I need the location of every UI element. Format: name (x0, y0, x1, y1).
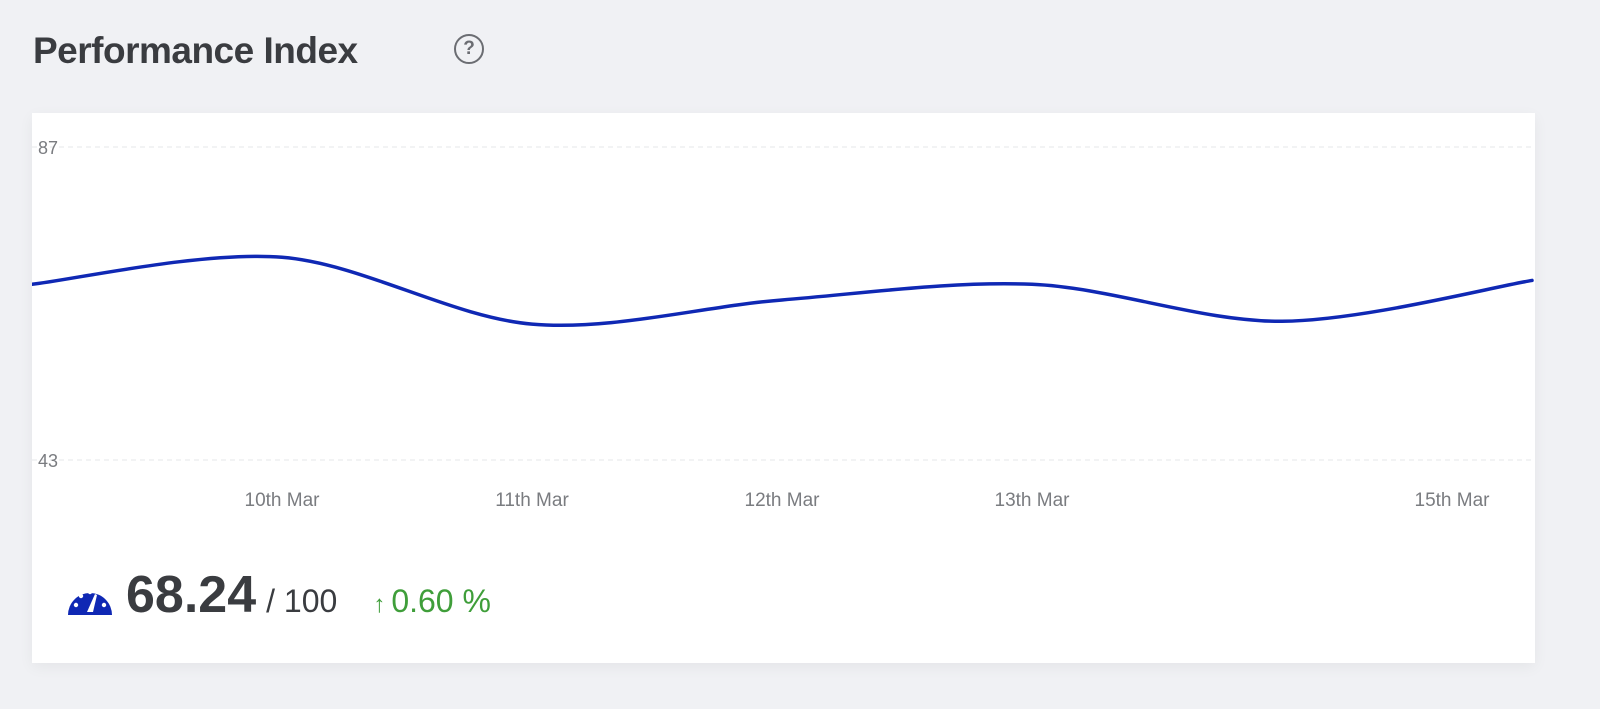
index-value: 68.24 (126, 566, 257, 624)
change-value: 0.60 % (391, 583, 491, 619)
x-tick-label: 10th Mar (245, 490, 321, 511)
x-tick-label: 12th Mar (745, 490, 821, 511)
x-tick-label: 11th Mar (495, 490, 569, 511)
question-circle-icon[interactable]: ? (454, 34, 484, 64)
index-change: ↑ 0.60 % (373, 583, 491, 620)
page-title: Performance Index (33, 30, 358, 71)
y-tick-max: 87 (38, 138, 58, 158)
summary: 68.24 / 100 ↑ 0.60 % (66, 565, 491, 625)
y-tick-min: 43 (38, 451, 58, 471)
performance-chart: 87 43 10th Mar 11th Mar 12th Mar 13th Mar 15… (32, 138, 1535, 511)
x-tick-label: 13th Mar (995, 490, 1071, 511)
gauge-icon (68, 589, 112, 615)
arrow-up-icon: ↑ (373, 591, 386, 618)
series-line (32, 254, 1534, 328)
performance-card: 87 43 10th Mar 11th Mar 12th Mar 13th Mar 15… (32, 113, 1535, 663)
x-tick-label: 15th Mar (1415, 490, 1491, 511)
index-max: / 100 (266, 583, 338, 619)
